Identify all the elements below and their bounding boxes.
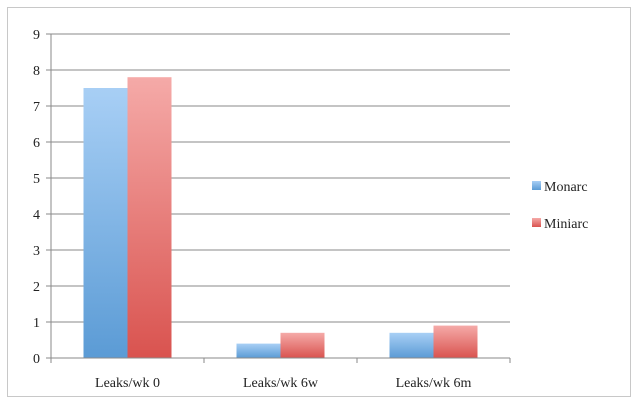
y-tick-label: 8 (33, 64, 40, 79)
legend: Monarc Miniarc (532, 180, 588, 232)
y-axis: 0 1 2 3 4 5 6 7 8 9 (33, 28, 52, 367)
y-tick-label: 6 (33, 136, 40, 151)
bar-miniarc-2 (433, 325, 478, 358)
legend-swatch-miniarc (532, 218, 541, 227)
legend-swatch-monarc (532, 181, 541, 190)
y-tick-label: 9 (33, 28, 40, 43)
y-tick-label: 7 (33, 100, 40, 115)
bar-monarc-2 (389, 332, 434, 358)
x-tick-label: Leaks/wk 0 (95, 376, 160, 391)
y-tick-label: 2 (33, 280, 40, 295)
bar-monarc-1 (236, 343, 281, 358)
x-tick-label: Leaks/wk 6m (396, 376, 472, 391)
bar-monarc-0 (83, 88, 128, 358)
y-tick-label: 3 (33, 244, 40, 259)
x-axis: Leaks/wk 0 Leaks/wk 6w Leaks/wk 6m (50, 357, 511, 391)
x-tick-label: Leaks/wk 6w (243, 376, 319, 391)
y-tick-label: 0 (33, 352, 40, 367)
y-tick-label: 4 (33, 208, 40, 223)
y-tick-label: 1 (33, 316, 40, 331)
legend-label-miniarc: Miniarc (544, 217, 588, 232)
legend-label-monarc: Monarc (544, 180, 588, 195)
bar-miniarc-1 (280, 332, 325, 358)
bars (83, 77, 478, 358)
bar-miniarc-0 (127, 77, 172, 358)
y-tick-label: 5 (33, 172, 40, 187)
